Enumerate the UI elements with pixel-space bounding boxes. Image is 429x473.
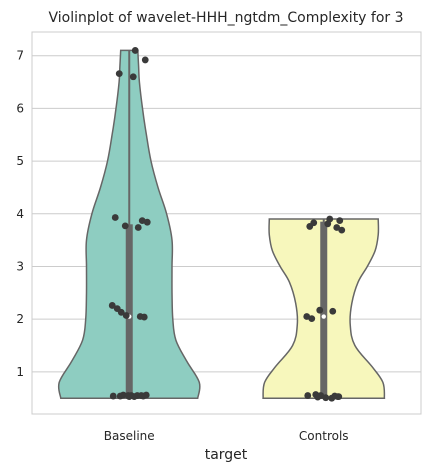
point-controls xyxy=(322,394,330,402)
point-baseline xyxy=(117,308,125,316)
point-baseline xyxy=(130,393,138,401)
chart-title: Violinplot of wavelet-HHH_ngtdm_Complexi… xyxy=(48,10,403,26)
iqr-box-baseline xyxy=(125,224,133,396)
y-tick-label-7: 7 xyxy=(16,49,24,63)
x-tick-label-controls: Controls xyxy=(299,429,349,443)
iqr-box-controls xyxy=(320,221,328,396)
point-baseline xyxy=(140,313,148,321)
point-controls xyxy=(304,392,312,399)
point-baseline xyxy=(116,392,124,400)
median-marker-controls xyxy=(321,314,326,319)
violins xyxy=(57,49,386,399)
y-tick-label-5: 5 xyxy=(16,154,24,168)
point-controls xyxy=(308,315,316,323)
x-tick-label-baseline: Baseline xyxy=(104,429,155,443)
point-baseline xyxy=(108,302,116,309)
point-controls xyxy=(329,307,337,315)
point-baseline xyxy=(109,392,117,400)
y-axis-ticks: 1 2 3 4 5 6 7 xyxy=(16,49,24,379)
point-baseline xyxy=(125,393,133,401)
point-controls xyxy=(338,226,346,234)
x-axis-ticks: Baseline Controls xyxy=(104,429,349,443)
x-axis-label: target xyxy=(205,447,248,463)
point-baseline xyxy=(141,56,149,64)
point-controls xyxy=(306,223,314,230)
y-tick-label-3: 3 xyxy=(16,259,24,273)
point-baseline xyxy=(115,70,123,78)
data-points xyxy=(108,47,346,402)
point-controls xyxy=(334,393,342,401)
point-controls xyxy=(324,220,332,228)
y-tick-label-1: 1 xyxy=(16,365,24,379)
y-tick-label-6: 6 xyxy=(16,101,24,115)
point-baseline xyxy=(122,312,130,319)
point-baseline xyxy=(121,222,129,230)
point-baseline xyxy=(142,391,150,399)
y-tick-label-4: 4 xyxy=(16,207,24,221)
point-baseline xyxy=(131,47,139,54)
point-baseline xyxy=(134,224,142,231)
point-baseline xyxy=(111,214,119,221)
point-controls xyxy=(333,224,341,231)
point-baseline xyxy=(143,218,151,226)
point-controls xyxy=(314,393,322,401)
point-controls xyxy=(316,306,324,314)
point-controls xyxy=(336,217,344,225)
point-baseline xyxy=(137,392,145,399)
y-tick-label-2: 2 xyxy=(16,312,24,326)
point-baseline xyxy=(129,73,137,81)
point-controls xyxy=(328,394,336,402)
